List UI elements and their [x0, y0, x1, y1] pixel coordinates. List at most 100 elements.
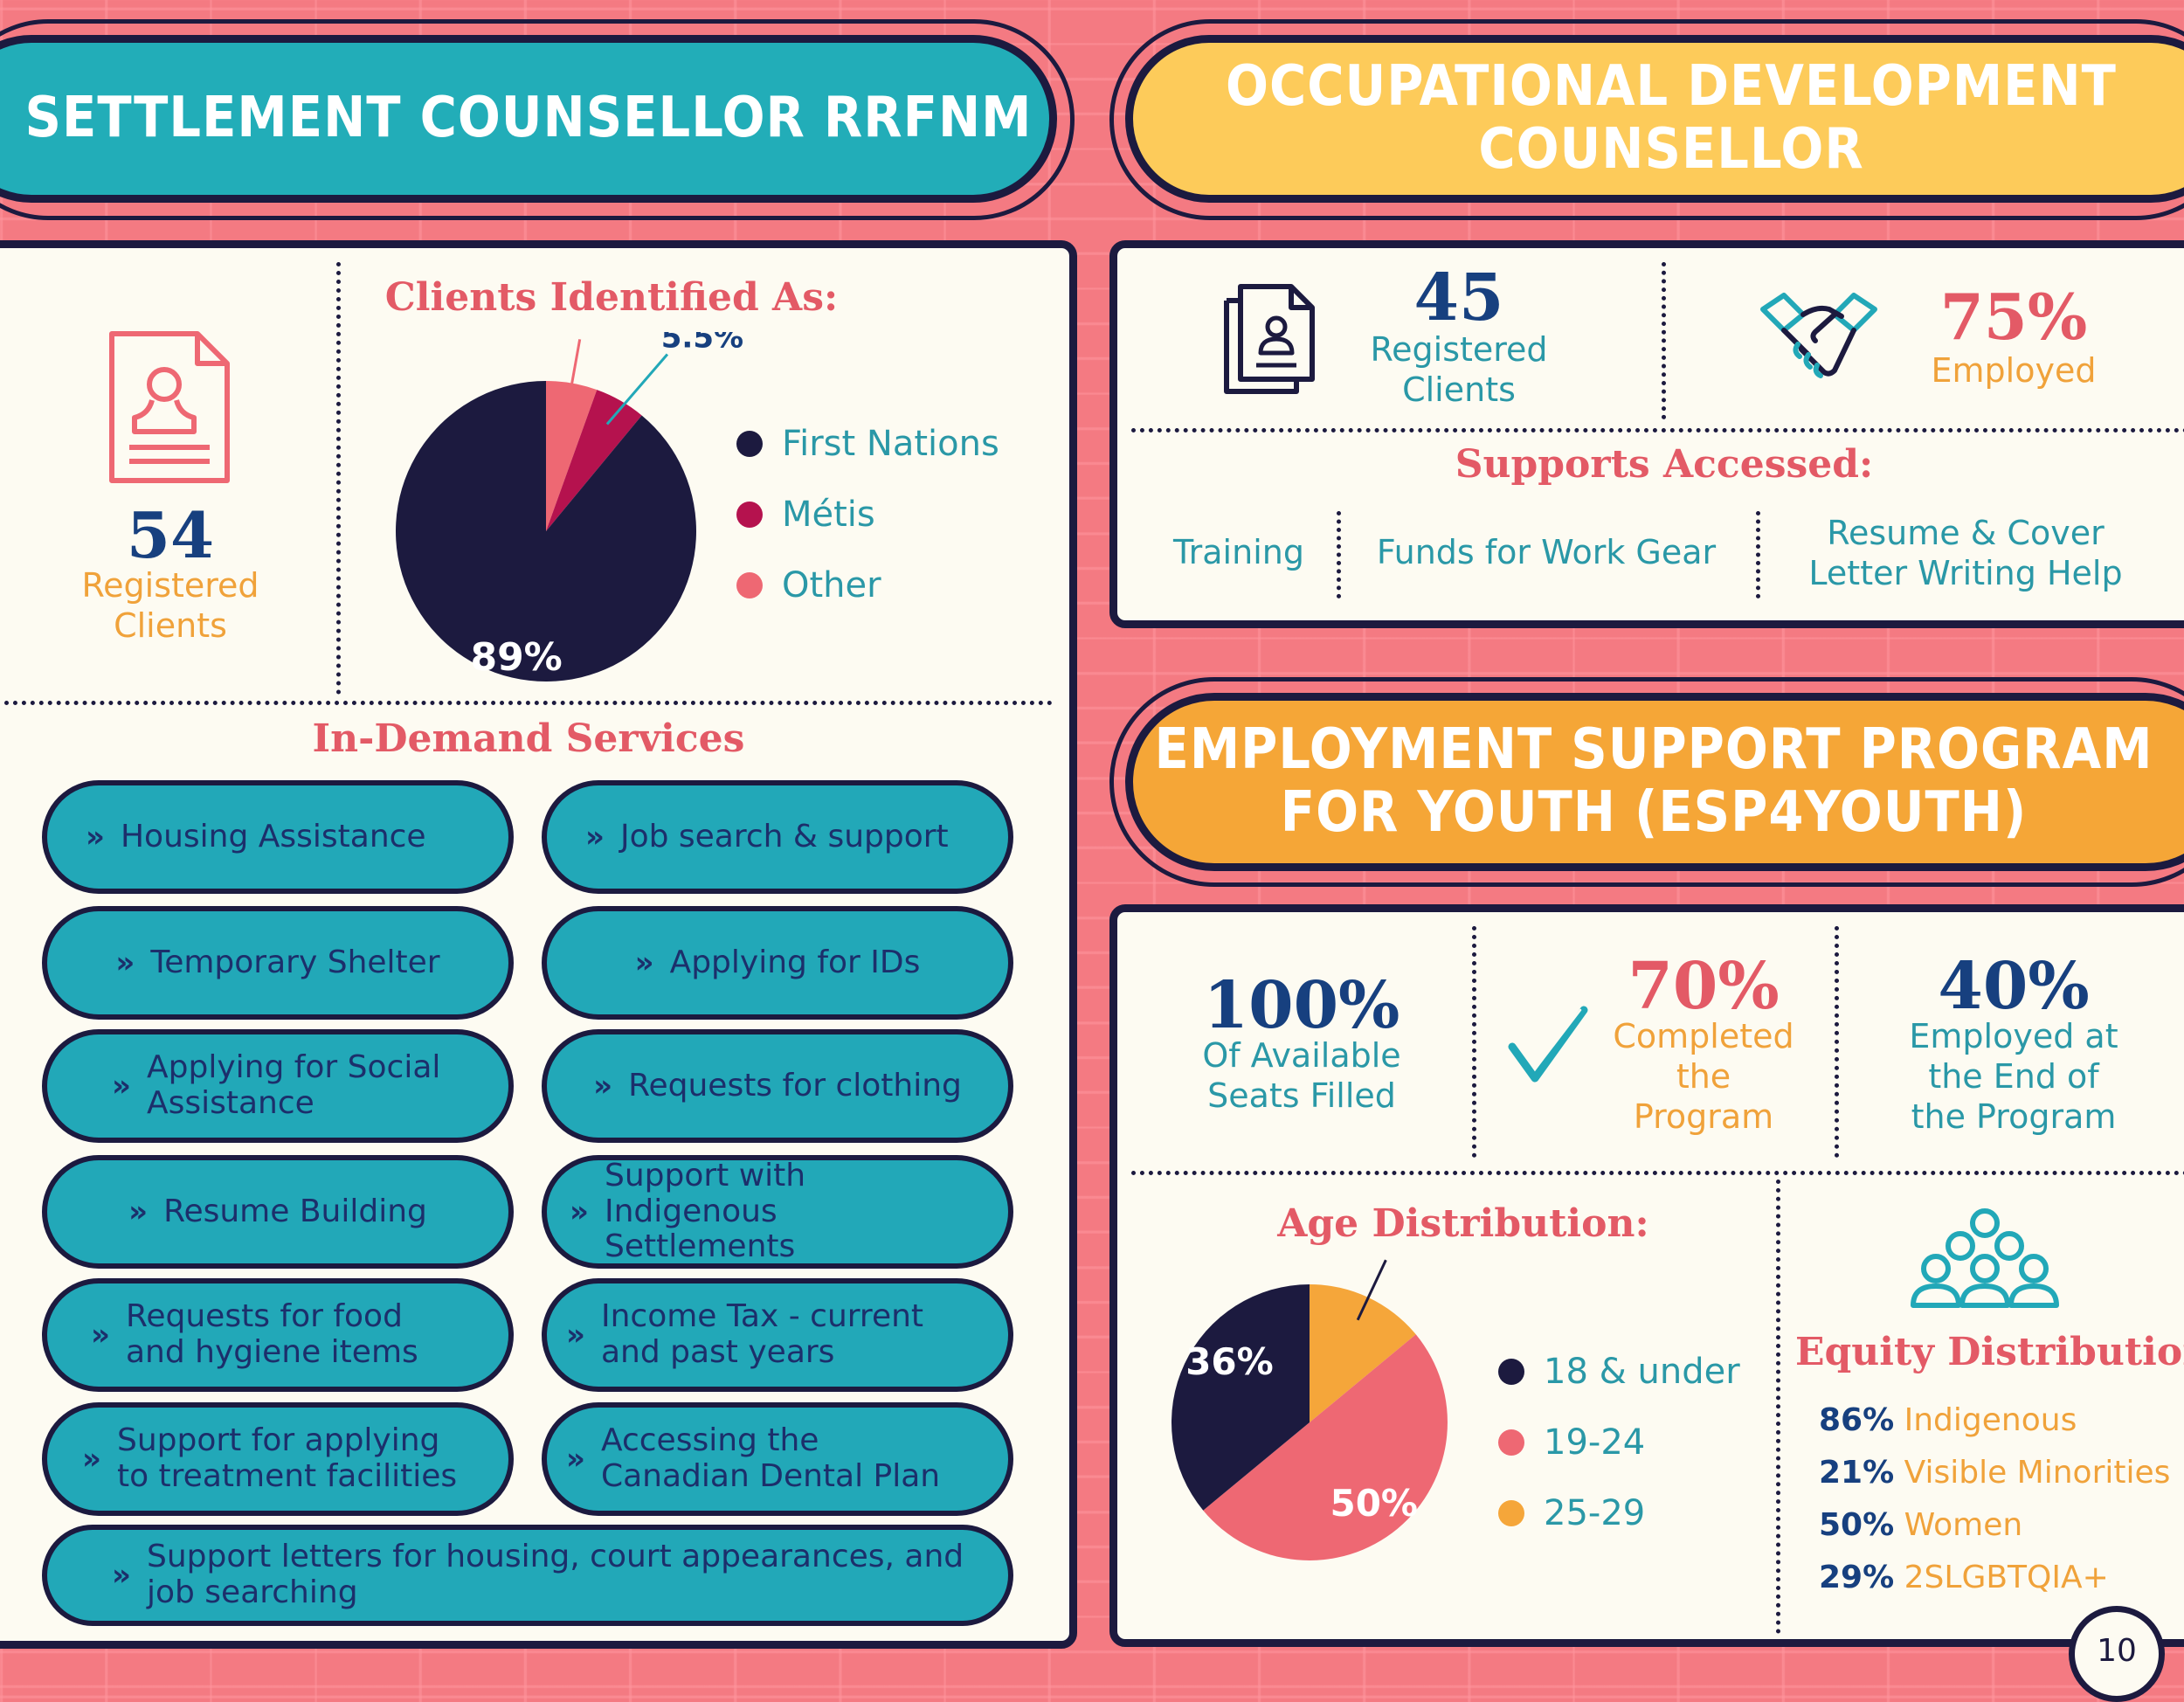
pie-data-label: 5.5% — [661, 332, 743, 356]
equity-row-visible-minorities: 21% Visible Minorities — [1819, 1455, 2170, 1491]
settlement-registered-count: 54 — [126, 498, 215, 572]
service-label: Accessing the Canadian Dental Plan — [600, 1422, 941, 1494]
clients-pie-title: Clients Identified As: — [384, 275, 839, 320]
service-label: Support letters for housing, court appea… — [146, 1539, 964, 1610]
supports-divider-1 — [1337, 511, 1341, 598]
settlement-banner: Settlement Counsellor RRFNM — [0, 35, 1057, 203]
service-label: Applying for IDs — [669, 944, 921, 980]
legend-18-under-label: 18 & under — [1544, 1352, 1740, 1392]
service-support-letters: » Support letters for housing, court appe… — [42, 1525, 1013, 1626]
esp-completed-label-2: the — [1676, 1057, 1731, 1096]
chevron-icon: » — [593, 1068, 613, 1104]
legend-25-29: 25-29 — [1498, 1493, 1645, 1533]
age-distribution-pie-chart: 14%50%36% — [1171, 1259, 1448, 1560]
services-title: In-Demand Services — [312, 716, 745, 761]
service-social-assistance: » Applying for Social Assistance — [42, 1029, 514, 1143]
chevron-icon: » — [82, 1441, 101, 1477]
legend-25-29-swatch — [1498, 1500, 1524, 1526]
chevron-icon: » — [112, 1557, 131, 1593]
page-number: 10 — [2097, 1633, 2137, 1669]
legend-18-under-swatch — [1498, 1359, 1524, 1385]
esp-divider-vertical-bottom — [1776, 1180, 1780, 1634]
legend-metis-label: Métis — [782, 495, 875, 535]
esp-completed-label-1: Completed — [1613, 1017, 1794, 1055]
legend-metis-swatch — [736, 502, 763, 528]
support-resume-line1: Resume & Cover — [1827, 514, 2105, 552]
esp-seats-label-1: Of Available — [1202, 1036, 1401, 1075]
pie-slice-18-under — [1171, 1284, 1310, 1511]
service-label: Support with Indigenous Settlements — [604, 1158, 806, 1265]
legend-first-nations: First Nations — [736, 424, 999, 464]
legend-25-29-label: 25-29 — [1544, 1493, 1646, 1533]
legend-19-24-label: 19-24 — [1544, 1422, 1646, 1463]
esp-seats-label-2: Seats Filled — [1207, 1076, 1396, 1115]
settlement-registered-label-2: Clients — [114, 606, 227, 645]
checkmark-icon — [1508, 1006, 1588, 1083]
settlement-banner-title: Settlement Counsellor RRFNM — [24, 86, 1033, 151]
support-resume-line2: Letter Writing Help — [1808, 554, 2123, 592]
chevron-icon: » — [86, 819, 105, 854]
esp-banner-line2: for Youth (ESP4Youth) — [1280, 780, 2028, 845]
occupational-registered-count: 45 — [1413, 260, 1504, 336]
service-label: Job search & support — [619, 818, 949, 854]
page-number-badge: 10 — [2069, 1606, 2165, 1702]
pie-data-label: 5.5% — [539, 332, 621, 335]
chevron-icon: » — [112, 1068, 131, 1104]
service-label: Requests for food and hygiene items — [125, 1298, 418, 1370]
equity-label: Visible Minorities — [1904, 1455, 2171, 1491]
esp-completed-label-3: Program — [1633, 1097, 1774, 1136]
clients-identified-pie-chart: 5.5% 5.5% 89% — [396, 332, 743, 681]
chevron-icon: » — [585, 819, 605, 854]
legend-other-label: Other — [782, 565, 881, 605]
pie-data-label: 36% — [1185, 1340, 1274, 1383]
esp-completed-pct: 70% — [1628, 949, 1780, 1024]
esp-banner: Employment Support Program for Youth (ES… — [1125, 693, 2184, 871]
service-label: Requests for clothing — [628, 1067, 962, 1104]
legend-19-24: 19-24 — [1498, 1422, 1645, 1463]
equity-row-2slgbtqia: 29% 2SLGBTQIA+ — [1819, 1560, 2109, 1595]
equity-pct: 50% — [1819, 1507, 1895, 1543]
support-work-gear: Funds for Work Gear — [1376, 533, 1717, 571]
occupational-banner-frame — [1109, 19, 2184, 220]
service-treatment-facilities: » Support for applying to treatment facil… — [42, 1402, 514, 1516]
service-indigenous-settlements: » Support with Indigenous Settlements — [542, 1155, 1013, 1269]
handshake-icon — [1760, 293, 1877, 378]
chevron-icon: » — [115, 944, 135, 980]
occupational-banner: Occupational Development Counsellor — [1125, 35, 2184, 203]
service-job-search: » Job search & support — [542, 780, 1013, 894]
esp-seats-pct: 100% — [1203, 968, 1400, 1043]
settlement-divider-vertical — [336, 262, 341, 695]
service-label: Resume Building — [163, 1193, 427, 1229]
pie-slice-25-29 — [1310, 1284, 1416, 1422]
service-resume-building: » Resume Building — [42, 1155, 514, 1269]
service-dental-plan: » Accessing the Canadian Dental Plan — [542, 1402, 1013, 1516]
settlement-divider-horizontal — [4, 701, 1053, 705]
service-income-tax: » Income Tax - current and past years — [542, 1278, 1013, 1392]
service-applying-ids: » Applying for IDs — [542, 906, 1013, 1020]
esp-divider-2 — [1835, 926, 1839, 1158]
pie-slice-19-24 — [1203, 1334, 1448, 1560]
pie-data-label: 50% — [1330, 1482, 1418, 1525]
equity-label: Women — [1904, 1507, 2023, 1543]
legend-other: Other — [736, 565, 881, 605]
equity-title: Equity Distribution — [1795, 1330, 2184, 1374]
occupational-registered-label-2: Clients — [1402, 370, 1516, 409]
service-label: Housing Assistance — [120, 818, 426, 854]
chevron-icon: » — [570, 1193, 589, 1229]
settlement-registered-label-1: Registered — [81, 566, 259, 605]
equity-pct: 86% — [1819, 1402, 1895, 1438]
legend-metis: Métis — [736, 495, 875, 535]
pie-slice-m-tis — [546, 390, 642, 531]
esp-employed-label-2: the End of — [1928, 1057, 2099, 1096]
service-temporary-shelter: » Temporary Shelter — [42, 906, 514, 1020]
equity-pct: 21% — [1819, 1455, 1895, 1491]
service-label: Support for applying to treatment facili… — [116, 1422, 458, 1494]
support-training: Training — [1173, 533, 1304, 571]
chevron-icon: » — [128, 1193, 149, 1229]
esp-divider-1 — [1472, 926, 1476, 1158]
legend-first-nations-label: First Nations — [782, 424, 999, 464]
equity-row-indigenous: 86% Indigenous — [1819, 1402, 2077, 1438]
people-group-icon — [1911, 1208, 2059, 1308]
esp-banner-frame — [1109, 677, 2184, 887]
occupational-employed-pct: 75% — [1939, 280, 2088, 354]
